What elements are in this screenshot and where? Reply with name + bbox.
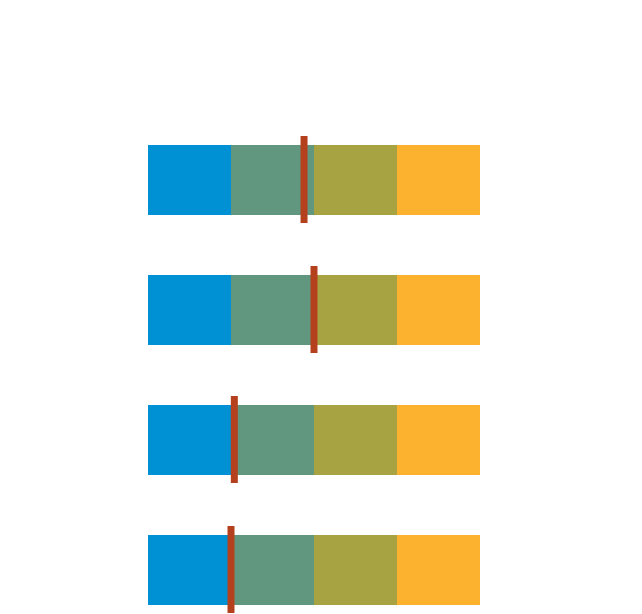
bar-segment (148, 145, 231, 215)
bar-segment (314, 535, 397, 605)
bar-segment (397, 145, 480, 215)
bar-segment (314, 275, 397, 345)
bar-segment (397, 535, 480, 605)
marker (310, 266, 318, 353)
bar-segment (397, 405, 480, 475)
bar-segment (231, 145, 314, 215)
bar-segment (148, 405, 231, 475)
bar-segment (231, 535, 314, 605)
marker (230, 396, 238, 483)
marker (300, 136, 308, 223)
bar-segment (148, 535, 231, 605)
bar-segment (231, 275, 314, 345)
bar-segment (231, 405, 314, 475)
bar-segment (314, 145, 397, 215)
marker (227, 526, 235, 613)
bar-segment (397, 275, 480, 345)
bar-segment (148, 275, 231, 345)
bar-segment (314, 405, 397, 475)
